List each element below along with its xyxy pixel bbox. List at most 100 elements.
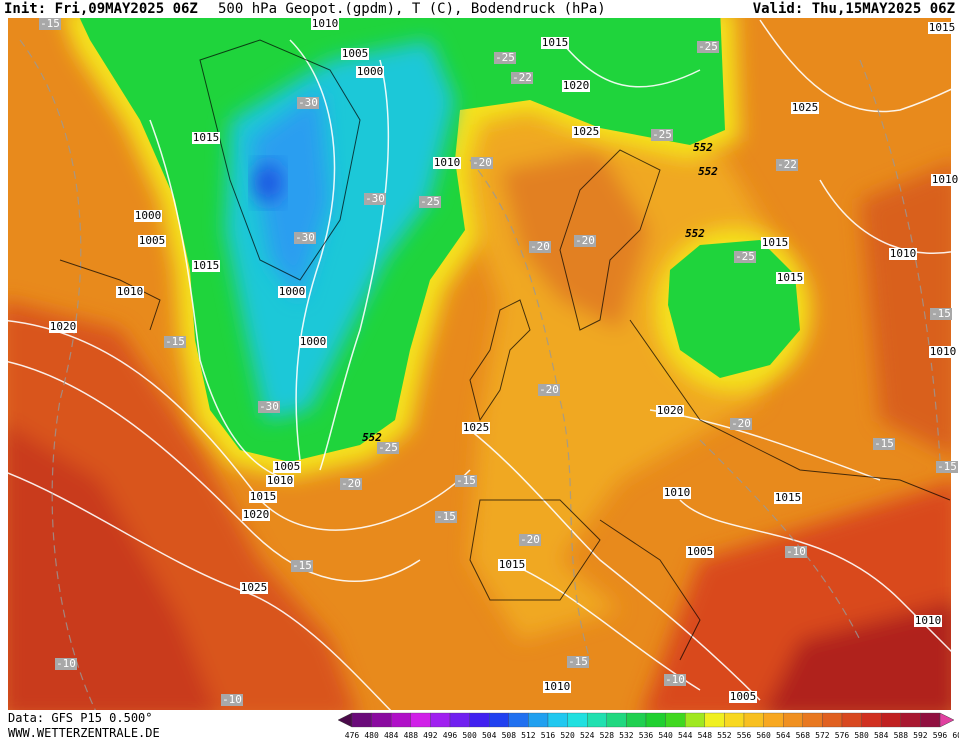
temperature-label: -15 [937,460,957,473]
pressure-label: 1025 [241,581,268,594]
map-title: 500 hPa Geopot.(gpdm), T (C), Bodendruck… [218,1,606,17]
colorbar-label: 544 [678,731,693,740]
pressure-label: 1010 [890,247,917,260]
pressure-label-box [192,260,220,272]
colorbar-swatch [724,712,745,728]
temperature-label-box [297,97,319,109]
colorbar-label: 576 [835,731,850,740]
colorbar-label: 572 [815,731,830,740]
temperature-label: -22 [777,158,797,171]
pressure-label-box [663,487,691,499]
pressure-label-box [928,22,956,34]
colorbar: 476 480 484 488 492 496 500 504 508 512 516 520 524 5… [337,712,959,740]
pressure-label: 1015 [762,236,789,249]
temperature-label: -25 [420,195,440,208]
temperature-label-box [529,241,551,253]
colorbar-label: 564 [776,731,791,740]
colorbar-label: 512 [521,731,536,740]
pressure-label: 1015 [250,490,277,503]
temperature-label: -25 [378,441,398,454]
colorbar-swatch [587,712,607,728]
temperature-label-box [258,401,280,413]
pressure-label: 1025 [463,421,490,434]
colorbar-swatch [528,712,549,728]
colorbar-label: 480 [364,731,379,740]
height-label: 552 [693,141,713,154]
pressure-labels: 1010 1005 1000 1015 1020 1025 1015 1010 1000 1005… [49,17,959,703]
colorbar-swatch [645,712,666,728]
pressure-label-box [356,66,384,78]
temperature-label-box [538,384,560,396]
temperature-label: -15 [874,437,894,450]
colorbar-swatch [763,712,784,728]
temperature-label-box [519,534,541,546]
pressure-label-box [543,681,571,693]
pressure-label-box [761,237,789,249]
temperature-label-box [364,193,386,205]
pressure-label-box [138,235,166,247]
pressure-label: 1000 [135,209,162,222]
website: WWW.WETTERZENTRALE.DE [8,726,160,740]
temperature-label: -10 [222,693,242,706]
pressure-label: 1020 [657,404,684,417]
colorbar-label: 488 [404,731,419,740]
pressure-label: 1015 [777,271,804,284]
pressure-label: 1015 [929,21,956,34]
colorbar-swatch [489,712,509,728]
temperature-label-box [471,157,493,169]
pressure-label-box [931,174,959,186]
temperature-label-box [697,41,719,53]
pressure-label: 1015 [542,36,569,49]
pressure-label-box [299,336,327,348]
pressure-label-box [889,248,917,260]
temperature-label-box [455,475,477,487]
colorbar-label: 540 [658,731,673,740]
height-labels: 552 552 552 552 [362,141,718,444]
pressure-label-box [729,691,757,703]
pressure-label: 1020 [50,320,77,333]
pressure-label: 1020 [563,79,590,92]
pressure-label: 1005 [274,460,301,473]
pressure-label: 1015 [775,491,802,504]
colorbar-swatch [665,712,686,728]
pressure-label: 1015 [499,558,526,571]
colorbar-label: 532 [619,731,634,740]
colorbar-label: 568 [796,731,811,740]
pressure-label-box [498,559,526,571]
colorbar-swatch [430,712,451,728]
temperature-label-box [930,308,952,320]
init-time: Init: Fri,09MAY2025 06Z [4,1,198,17]
pressure-label: 1010 [664,486,691,499]
colorbar-swatch [822,712,843,728]
colorbar-swatch [783,712,803,728]
temperature-label-box [785,546,807,558]
pressure-label: 1000 [357,65,384,78]
pressure-label-box [311,18,339,30]
pressure-label-box [562,80,590,92]
height-label: 552 [362,431,382,444]
temperature-label-box [435,511,457,523]
colorbar-label: 508 [502,731,517,740]
temperature-label-box [734,251,756,263]
pressure-label-box [686,546,714,558]
pressure-label-box [249,491,277,503]
pressure-label: 1005 [730,690,757,703]
colorbar-swatch [606,712,627,728]
temperature-label: -25 [698,40,718,53]
temperature-label-box [494,52,516,64]
colorbar-swatch [626,712,647,728]
colorbar-swatch [371,712,392,728]
colorbar-label: 536 [639,731,654,740]
colorbar-swatch [410,712,431,728]
temperature-label: -30 [298,96,318,109]
temperature-label: -10 [56,657,76,670]
temperature-label: -15 [292,559,312,572]
temperature-label-box [419,196,441,208]
temperature-label: -10 [786,545,806,558]
temperature-label: -30 [259,400,279,413]
pressure-label-box [240,582,268,594]
colorbar-swatch [704,712,725,728]
pressure-label-box [929,346,957,358]
colorbar-label: 476 [345,731,360,740]
colorbar-arrow-right [939,712,955,728]
